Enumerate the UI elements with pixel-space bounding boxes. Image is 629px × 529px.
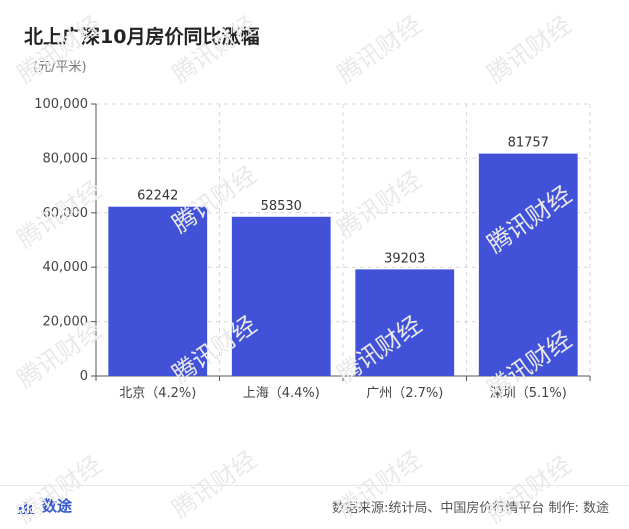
- bar: [231, 216, 331, 376]
- bar: [108, 206, 208, 376]
- brand-logo: 数途: [18, 495, 72, 516]
- x-tick-label: 广州（2.7%): [366, 386, 443, 401]
- data-label: 81757: [508, 136, 549, 151]
- x-tick-label: 深圳（5.1%): [490, 386, 567, 401]
- footer-divider: [0, 485, 629, 486]
- data-label: 58530: [261, 199, 302, 214]
- y-tick-label: 20,000: [43, 315, 89, 330]
- brand-name: 数途: [42, 497, 73, 515]
- x-tick-label: 北京（4.2%): [119, 386, 196, 401]
- chart-title: 北上广深10月房价同比涨幅: [24, 26, 260, 48]
- y-tick-label: 100,000: [34, 97, 88, 112]
- bar-chart: 0 20,000 40,000 60,000 80,000 100,000 62242 北京（…: [34, 97, 591, 401]
- y-tick-label: 40,000: [43, 260, 89, 275]
- source-note: 数据来源:统计局、中国房价行情平台 制作: 数途: [331, 501, 609, 516]
- bar: [355, 269, 455, 376]
- data-label: 62242: [137, 189, 178, 204]
- bar-chart-icon: [18, 501, 35, 514]
- bar: [478, 153, 578, 376]
- y-tick-label: 80,000: [43, 151, 89, 166]
- y-tick-label: 0: [80, 369, 88, 384]
- unit-label: (元/平米): [33, 60, 87, 75]
- y-tick-label: 60,000: [43, 206, 89, 221]
- data-label: 39203: [384, 251, 425, 266]
- x-tick-label: 上海（4.4%): [243, 386, 320, 401]
